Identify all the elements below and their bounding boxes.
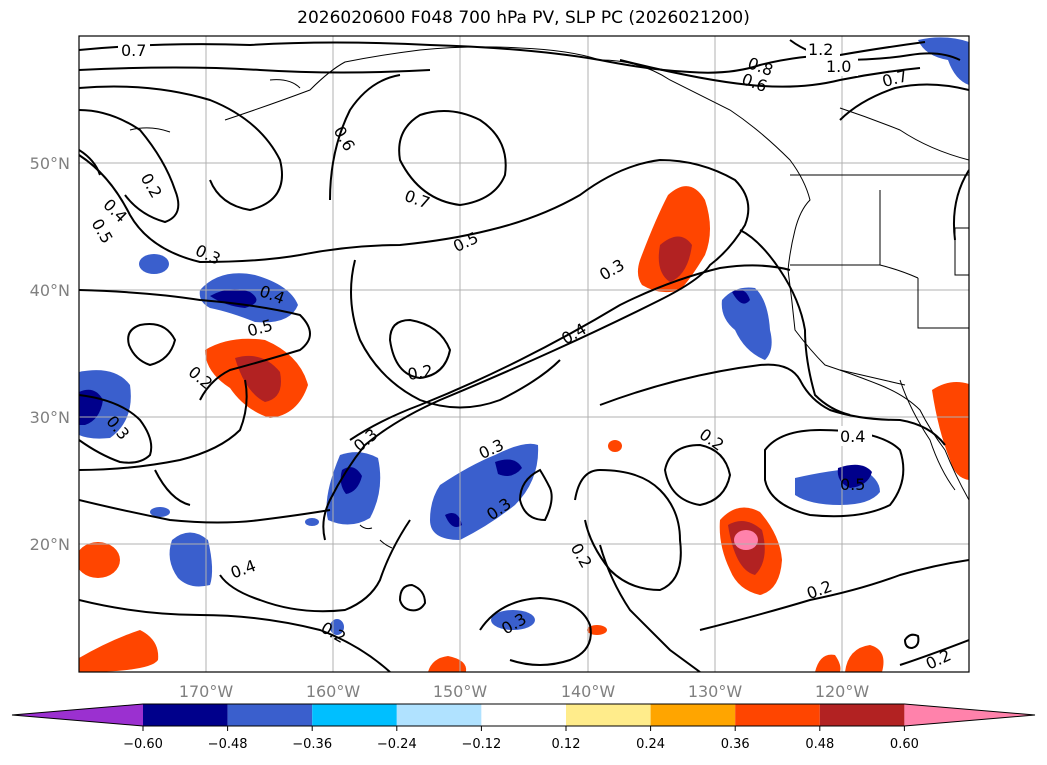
lon-label: 120°W	[815, 682, 870, 701]
pv-anomaly-fill	[79, 37, 969, 672]
longitude-labels: 170°W 160°W 150°W 140°W 130°W 120°W	[179, 682, 870, 701]
colorbar-tick-label: 0.12	[552, 737, 581, 752]
latitude-labels: 50°N 40°N 30°N 20°N	[30, 154, 70, 554]
gridlines	[79, 36, 969, 672]
colorbar-tick-label: −0.24	[377, 737, 417, 752]
contour-label: 0.2	[567, 540, 596, 572]
colorbar: −0.60 −0.48 −0.36 −0.24 −0.12 0.12 0.24 …	[11, 703, 1036, 752]
colorbar-swatch	[481, 704, 566, 726]
colorbar-tick-label: 0.48	[805, 737, 834, 752]
colorbar-tick-label: 0.36	[721, 737, 750, 752]
colorbar-swatch	[143, 704, 228, 726]
contour-label: 0.4	[228, 556, 258, 583]
colorbar-tick-label: 0.60	[890, 737, 919, 752]
lat-label: 20°N	[30, 535, 70, 554]
colorbar-swatch	[12, 704, 143, 726]
lat-label: 30°N	[30, 408, 70, 427]
colorbar-tick-label: −0.36	[292, 737, 332, 752]
map-title: 2026020600 F048 700 hPa PV, SLP PC (2026…	[297, 8, 750, 28]
contour-label: 0.2	[137, 170, 166, 202]
contour-label: 0.2	[318, 618, 350, 647]
contour-label: 0.3	[192, 241, 223, 269]
lon-label: 150°W	[433, 682, 488, 701]
contour-label: 0.5	[840, 475, 865, 494]
contour-label: 0.2	[696, 425, 728, 455]
contour-label: 0.2	[406, 361, 434, 384]
contour-label: 0.2	[923, 645, 954, 673]
colorbar-swatch	[227, 704, 313, 726]
colorbar-swatch	[396, 704, 482, 726]
contour-label: 0.3	[350, 425, 382, 456]
contour-label: 0.7	[121, 41, 146, 60]
lat-label: 50°N	[30, 154, 70, 173]
contour-label: 1.0	[826, 57, 851, 76]
colorbar-swatch	[904, 704, 1035, 726]
colorbar-tick-label: 0.24	[636, 737, 665, 752]
contour-label: 0.6	[330, 123, 359, 155]
lon-label: 130°W	[688, 682, 743, 701]
lon-label: 140°W	[561, 682, 616, 701]
coastlines	[129, 46, 969, 549]
colorbar-tick-label: −0.12	[461, 737, 501, 752]
map-panel: 0.7 1.2 1.0 0.8 0.6 0.7 0.6 0.2 0.4 0.5 …	[79, 36, 969, 673]
map-frame	[78, 35, 970, 673]
colorbar-swatch	[650, 704, 736, 726]
colorbar-tick-label: −0.60	[123, 737, 163, 752]
lon-label: 160°W	[306, 682, 361, 701]
contour-label: 0.7	[880, 66, 910, 91]
contour-label: 0.4	[558, 319, 590, 348]
colorbar-swatch	[312, 704, 397, 726]
lat-label: 40°N	[30, 281, 70, 300]
colorbar-swatch	[735, 704, 820, 726]
contour-label: 0.2	[804, 577, 834, 604]
contour-label: 0.7	[402, 186, 432, 213]
colorbar-swatch	[819, 704, 905, 726]
colorbar-tick-label: −0.48	[208, 737, 248, 752]
contour-label: 1.2	[808, 40, 833, 59]
contour-label: 0.4	[840, 427, 865, 446]
contour-label: 0.3	[596, 255, 628, 284]
lon-label: 170°W	[179, 682, 234, 701]
colorbar-swatch	[566, 704, 651, 726]
